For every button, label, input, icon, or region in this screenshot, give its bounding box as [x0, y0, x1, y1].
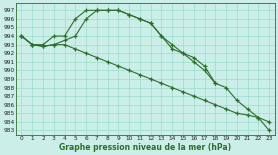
- X-axis label: Graphe pression niveau de la mer (hPa): Graphe pression niveau de la mer (hPa): [59, 143, 231, 152]
